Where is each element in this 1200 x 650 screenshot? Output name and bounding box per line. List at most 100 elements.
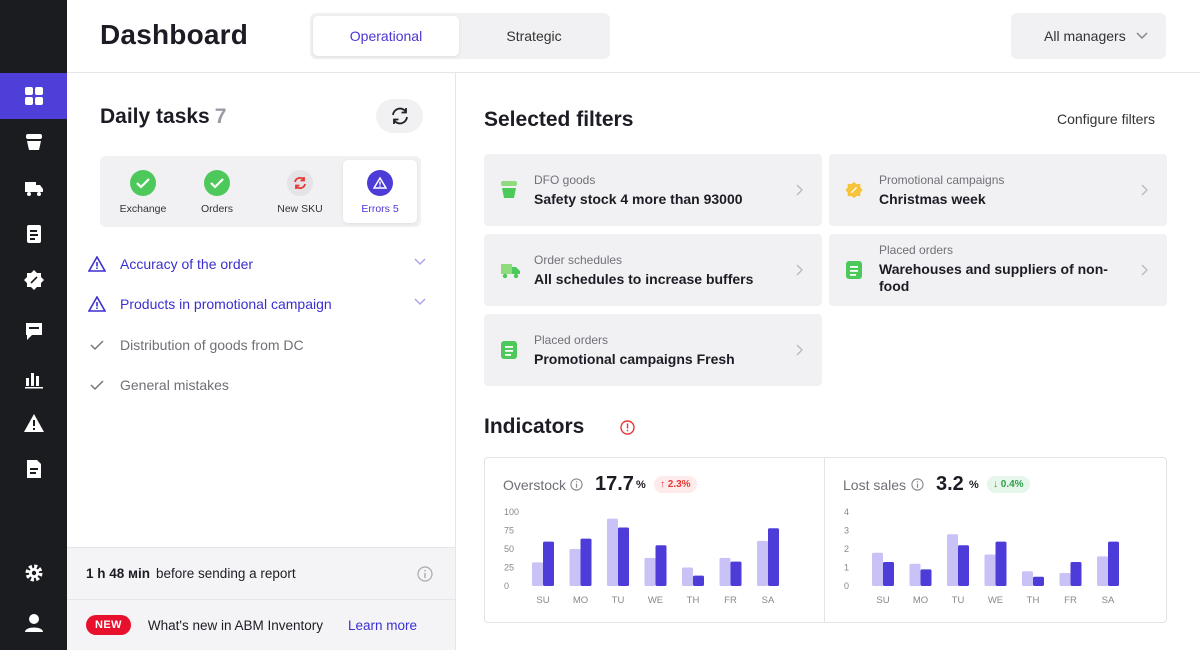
sidebar-item-profile[interactable] (0, 600, 67, 646)
chevron-right-icon (796, 184, 803, 196)
x-tick-label: TU (612, 595, 625, 606)
sidebar-item-logistics[interactable] (0, 165, 67, 211)
warning-icon (87, 254, 107, 274)
filter-category: Placed orders (534, 333, 609, 347)
report-icon (26, 460, 41, 478)
sidebar-item-analytics[interactable] (0, 356, 67, 402)
issue-item[interactable]: Accuracy of the order (87, 250, 432, 278)
info-icon[interactable] (570, 478, 583, 491)
filter-value: Promotional campaigns Fresh (534, 351, 735, 367)
tab-strategic[interactable]: Strategic (506, 28, 562, 44)
overstock-chart: 100 75 50 25 0 SU MO TU WE TH FR SA (504, 507, 779, 606)
kpi-unit: % (636, 479, 646, 491)
chart-bar (958, 545, 969, 586)
configure-filters-link[interactable]: Configure filters (1057, 111, 1156, 127)
sidebar-item-alerts[interactable] (0, 400, 67, 446)
page-title: Dashboard (100, 19, 249, 50)
refresh-icon (391, 107, 408, 125)
x-tick-label: FR (724, 595, 737, 606)
news-text: What's new in ABM Inventory (147, 617, 324, 633)
task-tab-label: New SKU (277, 203, 323, 215)
info-icon[interactable] (911, 478, 924, 491)
task-tab-errors[interactable]: Errors 5 (343, 160, 417, 223)
document-icon (846, 261, 862, 279)
x-tick-label: TU (952, 595, 965, 606)
news-bar: NEW What's new in ABM Inventory Learn mo… (67, 599, 455, 650)
indicators-title: Indicators (484, 415, 585, 438)
report-time: 1 h 48 мin (86, 566, 151, 581)
issue-label: Accuracy of the order (120, 256, 254, 272)
task-tab-orders[interactable]: Orders (180, 160, 254, 223)
task-tab-label: Errors 5 (361, 203, 399, 215)
y-tick-label: 3 (844, 526, 849, 536)
issue-item[interactable]: General mistakes (87, 371, 432, 399)
x-tick-label: SU (536, 595, 549, 606)
kpi-value: 3.2 (936, 473, 964, 495)
chart-bar (1033, 576, 1044, 586)
filter-card[interactable]: Promotional campaigns Christmas week (829, 154, 1167, 226)
document-icon (501, 341, 517, 359)
tab-operational[interactable]: Operational (313, 16, 459, 56)
sidebar-item-orders[interactable] (0, 211, 67, 257)
kpi-unit: % (969, 479, 979, 491)
chart-bar (644, 557, 656, 586)
chevron-down-icon (414, 258, 426, 265)
chart-bar (655, 545, 667, 586)
top-header: Dashboard Operational Strategic All mana… (67, 0, 1200, 73)
sidebar-item-reports[interactable] (0, 446, 67, 492)
daily-tasks-panel: Daily tasks 7 Exchange Orders New SKU (67, 73, 456, 650)
sidebar-item-promotions[interactable] (0, 257, 67, 303)
chart-bar (1022, 571, 1033, 586)
filter-card[interactable]: Order schedules All schedules to increas… (484, 234, 822, 306)
kpi-delta-badge: ↓ 0.4% (987, 476, 1030, 493)
x-tick-label: TH (687, 595, 700, 606)
sidebar-item-goods[interactable] (0, 119, 67, 165)
refresh-button[interactable] (376, 99, 423, 133)
issue-item[interactable]: Products in promotional campaign (87, 290, 432, 318)
chevron-right-icon (1141, 264, 1148, 276)
sidebar (0, 0, 67, 650)
y-tick-label: 2 (844, 544, 849, 554)
kpi-name: Lost sales (843, 477, 907, 493)
filters-title: Selected filters (484, 108, 634, 131)
learn-more-link[interactable]: Learn more (348, 617, 418, 633)
y-tick-label: 0 (504, 581, 509, 591)
lost-sales-chart: 4 3 2 1 0 SU MO TU WE TH FR SA (844, 507, 1119, 606)
chart-bar (580, 538, 592, 586)
filter-card[interactable]: Placed orders Promotional campaigns Fres… (484, 314, 822, 386)
info-alert-icon[interactable] (620, 420, 635, 435)
task-tab-label: Exchange (119, 203, 167, 215)
chart-bar (920, 569, 932, 586)
check-icon (87, 335, 107, 355)
task-tab-exchange[interactable]: Exchange (106, 160, 180, 223)
check-circle-icon (204, 170, 230, 196)
kpi-name: Overstock (503, 477, 567, 493)
filter-value: All schedules to increase buffers (534, 271, 754, 287)
issue-label: Distribution of goods from DC (120, 337, 304, 353)
chevron-down-icon (414, 298, 426, 305)
sidebar-item-dashboard[interactable] (0, 73, 67, 119)
task-tab-label: Orders (200, 203, 234, 215)
truck-icon (24, 182, 43, 196)
document-icon (26, 225, 41, 243)
task-tab-new-sku[interactable]: New SKU (263, 160, 337, 223)
daily-tasks-title: Daily tasks 7 (100, 105, 226, 129)
chart-bar (618, 527, 629, 586)
sidebar-item-settings[interactable] (0, 550, 67, 596)
filter-card[interactable]: DFO goods Safety stock 4 more than 93000 (484, 154, 822, 226)
chart-bar (569, 549, 581, 586)
filter-card[interactable]: Placed orders Warehouses and suppliers o… (829, 234, 1167, 306)
filter-value: Warehouses and suppliers of non-food (879, 261, 1108, 294)
daily-tasks-count: 7 (214, 105, 227, 128)
chart-bar (757, 540, 768, 586)
manager-dropdown[interactable]: All managers (1011, 13, 1166, 59)
info-icon[interactable] (417, 566, 433, 582)
task-tabs: Exchange Orders New SKU Errors 5 (100, 156, 421, 227)
sync-icon (287, 170, 313, 196)
issue-item[interactable]: Distribution of goods from DC (87, 331, 432, 359)
sidebar-item-messages[interactable] (0, 308, 67, 354)
y-tick-label: 25 (504, 563, 514, 573)
filter-category: Promotional campaigns (879, 173, 1005, 187)
user-icon (24, 614, 43, 632)
chart-bar (1097, 556, 1108, 586)
